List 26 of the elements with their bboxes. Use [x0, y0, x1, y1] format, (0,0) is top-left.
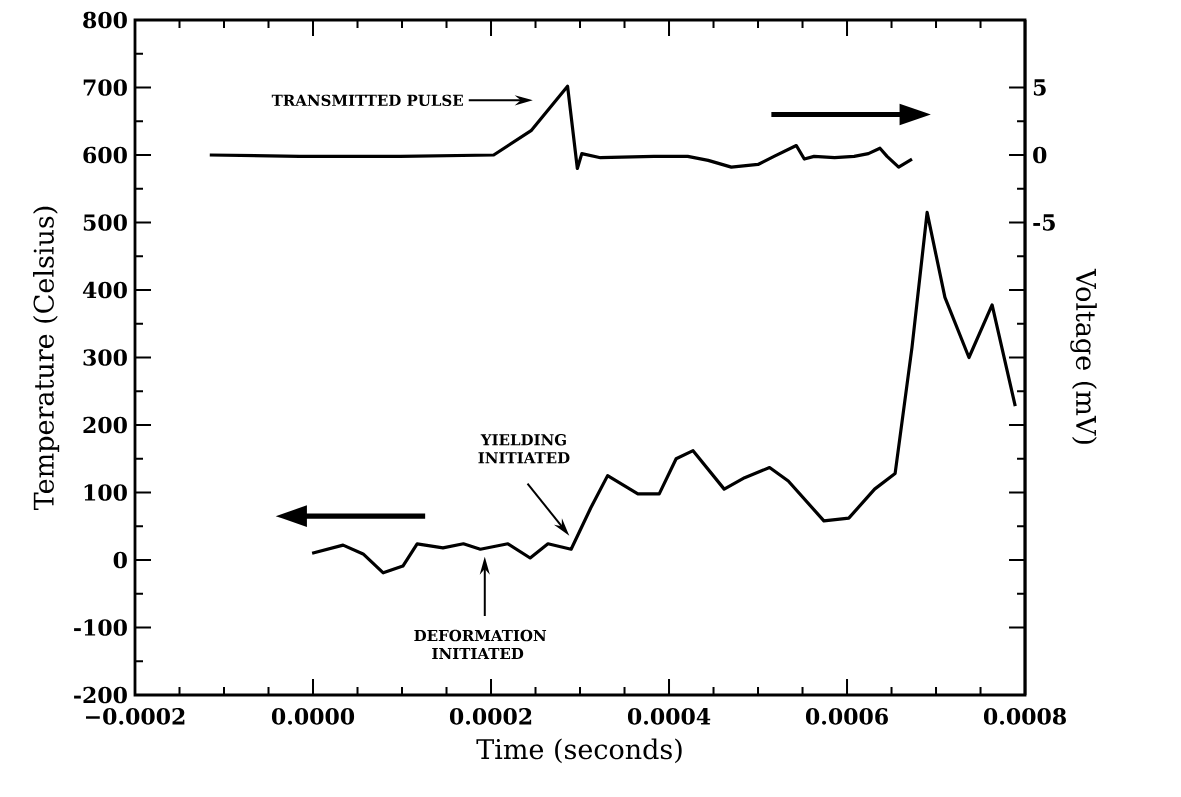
annotation: DEFORMATION INITIATED: [414, 629, 547, 659]
y-tick-label: 0: [113, 551, 127, 569]
y-tick-label: 100: [84, 484, 127, 501]
x-tick-label: −0.0002: [86, 708, 185, 725]
y2-tick-label: -5: [1033, 214, 1055, 231]
x-axis-title: Time (seconds): [476, 738, 682, 764]
y-tick-label: 500: [83, 214, 127, 231]
annotation: TRANSMITTED PULSE: [271, 94, 463, 107]
y-tick-label: -100: [74, 619, 127, 636]
x-tick-label: 0.0006: [805, 708, 888, 725]
y-tick-label: 300: [83, 349, 127, 366]
y-tick-label: -200: [74, 686, 127, 704]
y-tick-label: 700: [83, 79, 127, 96]
x-tick-label: 0.0002: [449, 708, 532, 725]
annotation: YIELDING INITIATED: [478, 434, 570, 464]
y-tick-label: 400: [82, 281, 127, 299]
y-tick-label: 200: [83, 416, 127, 434]
x-tick-label: 0.0008: [983, 708, 1066, 725]
x-tick-label: 0.0000: [271, 708, 355, 725]
y2-tick-label: 0: [1033, 146, 1047, 164]
y-tick-label: 600: [83, 146, 127, 164]
y2-axis-title: Voltage (mV): [1070, 268, 1097, 444]
y-tick-label: 800: [83, 11, 127, 29]
y-axis-title: Temperature (Celsius): [33, 206, 60, 511]
y2-tick-label: 5: [1033, 79, 1046, 96]
x-tick-label: 0.0004: [627, 708, 711, 725]
